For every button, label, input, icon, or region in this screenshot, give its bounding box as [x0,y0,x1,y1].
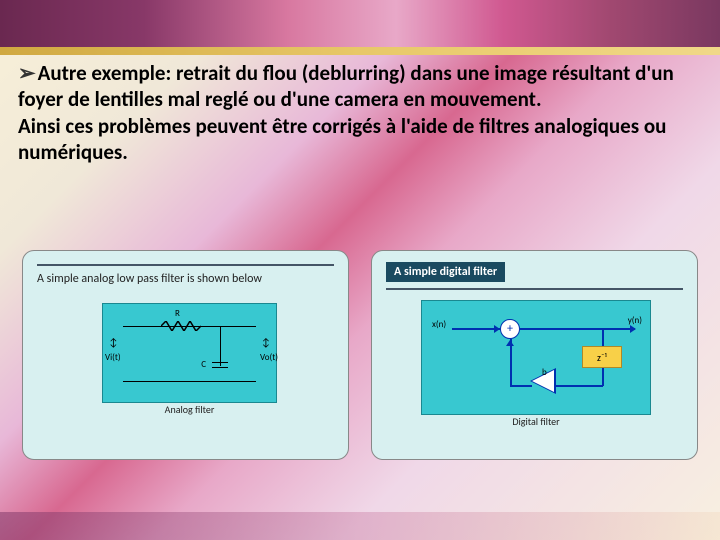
paragraph-1-text: Autre exemple: retrait du flou (deblurri… [18,60,674,112]
delay-block: z⁻¹ [582,346,622,368]
footer-band [0,512,720,540]
bullet-icon: ➢ [18,60,36,86]
paragraph-2: Ainsi ces problèmes peuvent être corrigé… [18,113,702,166]
header-band [0,0,720,55]
label-R: R [175,308,180,319]
label-gain: b [542,367,547,378]
analog-circuit-box: R C ↕ Vi(t) ↕ Vo(t) Analog filter [102,303,277,403]
wire-to-gain [556,385,603,387]
capacitor-plate-1 [212,362,228,363]
wire-feedback-v [510,339,512,386]
wire-cap [220,326,221,366]
wire-delay-down [602,368,604,386]
wire-bottom [123,381,256,382]
arrow-in-icon: ↕ [109,336,118,349]
arrow-output-icon [630,325,636,333]
label-yn: y(n) [628,315,642,326]
wire-down-delay [602,328,604,348]
capacitor-plate-2 [212,367,228,368]
analog-filter-panel: A simple analog low pass filter is shown… [22,250,349,460]
digital-block-box: x(n) + y(n) z⁻¹ b [421,300,651,415]
diagram-panels: A simple analog low pass filter is shown… [22,250,698,460]
wire-output [520,328,635,330]
analog-footer: Analog filter [103,403,276,416]
analog-diagram: R C ↕ Vi(t) ↕ Vo(t) Analog filter [37,298,334,418]
label-C: C [201,359,206,370]
resistor-icon [161,321,201,331]
summer-node: + [500,319,520,339]
digital-diagram: x(n) + y(n) z⁻¹ b [386,300,683,420]
divider [37,264,334,266]
wire-out [221,326,256,327]
wire-input [452,328,500,330]
digital-filter-panel: A simple digital filter x(n) + y(n) z⁻¹ [371,250,698,460]
digital-footer: Digital filter [422,415,650,428]
label-xn: x(n) [432,319,446,330]
divider [386,288,683,290]
wire-feedback-h [510,385,532,387]
arrow-feedback-icon [506,340,514,346]
arrow-out-icon: ↕ [261,336,270,349]
slide-text: ➢Autre exemple: retrait du flou (deblurr… [18,60,702,165]
analog-caption: A simple analog low pass filter is shown… [37,272,334,288]
paragraph-1: ➢Autre exemple: retrait du flou (deblurr… [18,60,702,113]
digital-title: A simple digital filter [386,262,505,282]
label-Vin: Vi(t) [105,352,121,363]
label-Vout: Vo(t) [260,352,278,363]
